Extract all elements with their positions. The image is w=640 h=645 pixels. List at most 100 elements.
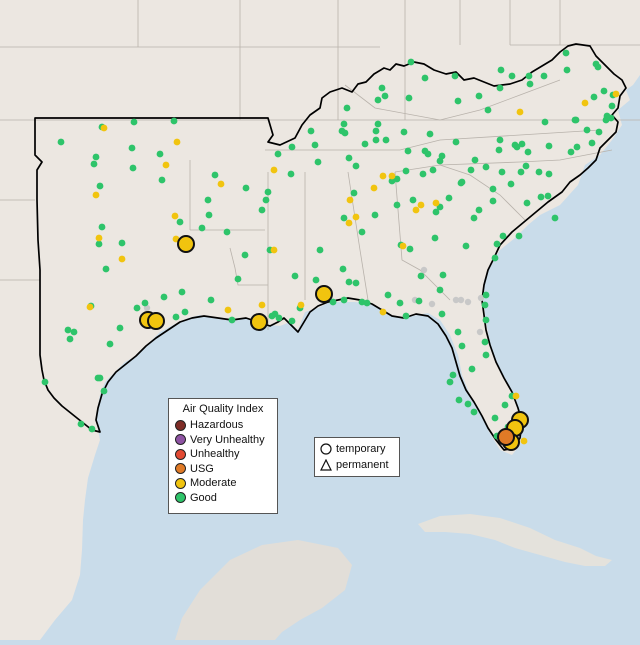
monitor-marker-good[interactable] bbox=[350, 189, 358, 197]
monitor-marker-good[interactable] bbox=[287, 170, 295, 178]
monitor-marker-good[interactable] bbox=[482, 291, 490, 299]
monitor-marker-moderate[interactable] bbox=[224, 306, 232, 314]
monitor-marker-good[interactable] bbox=[329, 298, 337, 306]
monitor-marker-good[interactable] bbox=[482, 163, 490, 171]
monitor-marker-good[interactable] bbox=[602, 116, 610, 124]
monitor-marker-moderate[interactable] bbox=[370, 184, 378, 192]
monitor-marker-good[interactable] bbox=[551, 214, 559, 222]
monitor-marker-usg-large[interactable] bbox=[497, 428, 515, 446]
monitor-marker-good[interactable] bbox=[96, 374, 104, 382]
monitor-marker-good[interactable] bbox=[507, 180, 515, 188]
monitor-marker-good[interactable] bbox=[567, 148, 575, 156]
monitor-marker-good[interactable] bbox=[482, 351, 490, 359]
monitor-marker-no-data[interactable] bbox=[457, 296, 465, 304]
monitor-marker-good[interactable] bbox=[172, 313, 180, 321]
monitor-marker-moderate[interactable] bbox=[581, 99, 589, 107]
monitor-marker-good[interactable] bbox=[374, 120, 382, 128]
monitor-marker-good[interactable] bbox=[421, 74, 429, 82]
monitor-marker-good[interactable] bbox=[511, 141, 519, 149]
monitor-marker-moderate[interactable] bbox=[352, 213, 360, 221]
monitor-marker-good[interactable] bbox=[541, 118, 549, 126]
monitor-marker-good[interactable] bbox=[90, 160, 98, 168]
monitor-marker-good[interactable] bbox=[600, 87, 608, 95]
monitor-marker-moderate[interactable] bbox=[95, 234, 103, 242]
monitor-marker-moderate[interactable] bbox=[92, 191, 100, 199]
monitor-marker-good[interactable] bbox=[402, 312, 410, 320]
monitor-marker-good[interactable] bbox=[274, 150, 282, 158]
monitor-marker-good[interactable] bbox=[258, 206, 266, 214]
monitor-marker-good[interactable] bbox=[594, 63, 602, 71]
monitor-marker-good[interactable] bbox=[102, 265, 110, 273]
monitor-marker-good[interactable] bbox=[156, 150, 164, 158]
monitor-marker-good[interactable] bbox=[77, 420, 85, 428]
monitor-marker-good[interactable] bbox=[495, 146, 503, 154]
monitor-marker-good[interactable] bbox=[396, 299, 404, 307]
monitor-marker-good[interactable] bbox=[432, 208, 440, 216]
monitor-marker-moderate[interactable] bbox=[297, 301, 305, 309]
monitor-marker-good[interactable] bbox=[207, 296, 215, 304]
monitor-marker-good[interactable] bbox=[262, 196, 270, 204]
monitor-marker-good[interactable] bbox=[544, 192, 552, 200]
monitor-marker-good[interactable] bbox=[431, 234, 439, 242]
monitor-marker-no-data[interactable] bbox=[452, 296, 460, 304]
monitor-marker-moderate-large[interactable] bbox=[147, 312, 165, 330]
monitor-marker-no-data[interactable] bbox=[428, 300, 436, 308]
monitor-marker-moderate[interactable] bbox=[520, 437, 528, 445]
monitor-marker-good[interactable] bbox=[545, 170, 553, 178]
monitor-marker-good[interactable] bbox=[311, 141, 319, 149]
monitor-marker-good[interactable] bbox=[358, 228, 366, 236]
monitor-marker-good[interactable] bbox=[141, 299, 149, 307]
monitor-marker-good[interactable] bbox=[458, 342, 466, 350]
monitor-marker-good[interactable] bbox=[288, 143, 296, 151]
monitor-marker-good[interactable] bbox=[497, 66, 505, 74]
monitor-marker-good[interactable] bbox=[540, 72, 548, 80]
monitor-marker-good[interactable] bbox=[352, 162, 360, 170]
monitor-marker-good[interactable] bbox=[409, 196, 417, 204]
monitor-marker-good[interactable] bbox=[241, 251, 249, 259]
monitor-marker-good[interactable] bbox=[419, 170, 427, 178]
monitor-marker-good[interactable] bbox=[583, 126, 591, 134]
monitor-marker-good[interactable] bbox=[198, 224, 206, 232]
monitor-marker-good[interactable] bbox=[118, 239, 126, 247]
monitor-marker-good[interactable] bbox=[343, 104, 351, 112]
monitor-marker-moderate[interactable] bbox=[258, 301, 266, 309]
monitor-marker-no-data[interactable] bbox=[143, 304, 151, 312]
monitor-marker-moderate[interactable] bbox=[270, 166, 278, 174]
monitor-marker-good[interactable] bbox=[223, 228, 231, 236]
monitor-marker-good[interactable] bbox=[523, 199, 531, 207]
monitor-marker-good[interactable] bbox=[475, 206, 483, 214]
monitor-marker-moderate[interactable] bbox=[399, 242, 407, 250]
monitor-marker-moderate[interactable] bbox=[270, 246, 278, 254]
monitor-marker-moderate[interactable] bbox=[86, 303, 94, 311]
monitor-marker-good[interactable] bbox=[340, 296, 348, 304]
monitor-marker-good[interactable] bbox=[372, 136, 380, 144]
monitor-marker-good[interactable] bbox=[518, 140, 526, 148]
monitor-marker-good[interactable] bbox=[522, 162, 530, 170]
monitor-marker-good[interactable] bbox=[462, 242, 470, 250]
monitor-marker-good[interactable] bbox=[471, 156, 479, 164]
monitor-marker-good[interactable] bbox=[449, 371, 457, 379]
monitor-marker-moderate-large[interactable] bbox=[315, 285, 333, 303]
monitor-marker-good[interactable] bbox=[211, 171, 219, 179]
monitor-marker-good[interactable] bbox=[445, 194, 453, 202]
monitor-marker-good[interactable] bbox=[288, 317, 296, 325]
monitor-marker-good[interactable] bbox=[470, 408, 478, 416]
monitor-marker-good[interactable] bbox=[388, 177, 396, 185]
monitor-marker-good[interactable] bbox=[436, 157, 444, 165]
monitor-marker-good[interactable] bbox=[64, 326, 72, 334]
monitor-marker-moderate[interactable] bbox=[412, 206, 420, 214]
monitor-marker-good[interactable] bbox=[489, 197, 497, 205]
monitor-marker-good[interactable] bbox=[436, 286, 444, 294]
monitor-marker-moderate[interactable] bbox=[346, 196, 354, 204]
monitor-marker-good[interactable] bbox=[340, 214, 348, 222]
monitor-marker-good[interactable] bbox=[271, 310, 279, 318]
monitor-marker-good[interactable] bbox=[429, 166, 437, 174]
monitor-marker-good[interactable] bbox=[381, 92, 389, 100]
monitor-marker-moderate[interactable] bbox=[173, 138, 181, 146]
monitor-marker-good[interactable] bbox=[160, 293, 168, 301]
monitor-marker-good[interactable] bbox=[339, 265, 347, 273]
monitor-marker-good[interactable] bbox=[92, 153, 100, 161]
monitor-marker-good[interactable] bbox=[176, 218, 184, 226]
monitor-marker-moderate[interactable] bbox=[417, 201, 425, 209]
